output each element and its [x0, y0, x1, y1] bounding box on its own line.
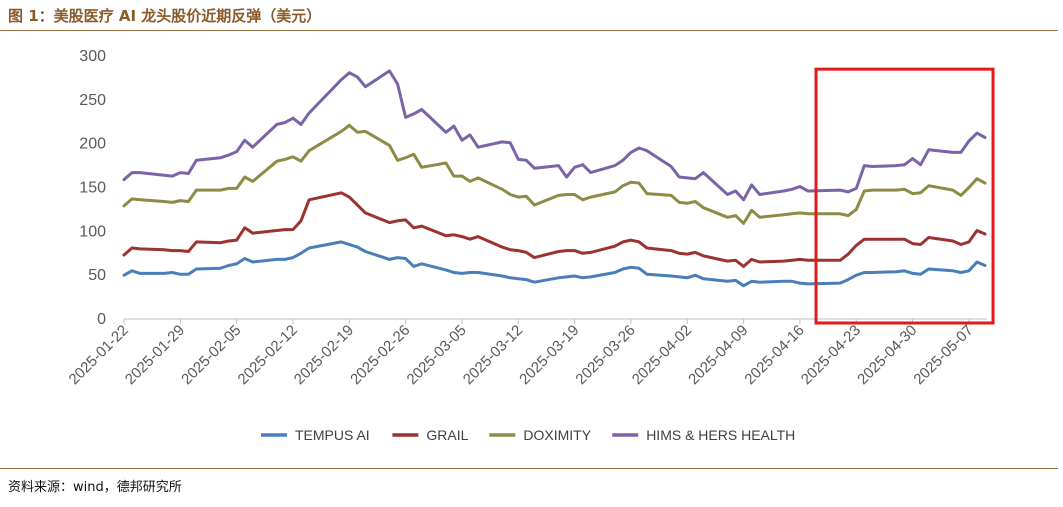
x-tick-label: 2025-02-12 [235, 322, 301, 388]
source-note: 资料来源：wind，德邦研究所 [8, 480, 182, 495]
x-tick-label: 2025-03-05 [404, 322, 470, 388]
x-tick-label: 2025-02-26 [347, 322, 413, 388]
x-axis: 2025-01-222025-01-292025-02-052025-02-12… [66, 318, 987, 388]
x-tick-label: 2025-03-26 [572, 322, 638, 388]
legend-label: DOXIMITY [523, 427, 591, 443]
highlight-layer [814, 67, 995, 325]
y-axis: 0 50 100 150 200 250 300 [79, 48, 106, 328]
bottom-rule [0, 468, 1058, 469]
highlight-box [814, 67, 995, 325]
x-tick-label: 2025-04-23 [798, 322, 864, 388]
x-tick-label: 2025-04-30 [854, 322, 920, 388]
legend: TEMPUS AI GRAIL DOXIMITY HIMS & HERS HEALTH [261, 427, 795, 443]
x-tick-label: 2025-01-29 [122, 322, 188, 388]
y-tick-label: 200 [79, 136, 106, 153]
legend-label: HIMS & HERS HEALTH [646, 427, 795, 443]
x-tick-label: 2025-04-09 [685, 322, 751, 388]
series-layer [122, 69, 987, 288]
series-line [122, 123, 987, 225]
top-rule [0, 30, 1058, 31]
y-tick-label: 150 [79, 180, 106, 197]
x-tick-label: 2025-03-12 [460, 322, 526, 388]
x-tick-label: 2025-05-07 [910, 322, 976, 388]
series-line [122, 240, 987, 288]
x-tick-label: 2025-02-05 [178, 322, 244, 388]
legend-label: GRAIL [426, 427, 468, 443]
y-tick-label: 100 [79, 223, 106, 240]
x-tick-label: 2025-01-22 [66, 322, 132, 388]
y-tick-label: 50 [88, 267, 106, 284]
series-line [122, 191, 987, 268]
figure-title: 图 1：美股医疗 AI 龙头股价近期反弹（美元） [8, 7, 322, 25]
x-tick-label: 2025-04-02 [629, 322, 695, 388]
x-tick-label: 2025-03-19 [516, 322, 582, 388]
series-line [122, 69, 987, 202]
y-tick-label: 300 [79, 48, 106, 65]
x-tick-label: 2025-02-19 [291, 322, 357, 388]
x-tick-label: 2025-04-16 [741, 322, 807, 388]
y-tick-label: 250 [79, 92, 106, 109]
legend-label: TEMPUS AI [295, 427, 370, 443]
y-tick-label: 0 [97, 311, 106, 328]
